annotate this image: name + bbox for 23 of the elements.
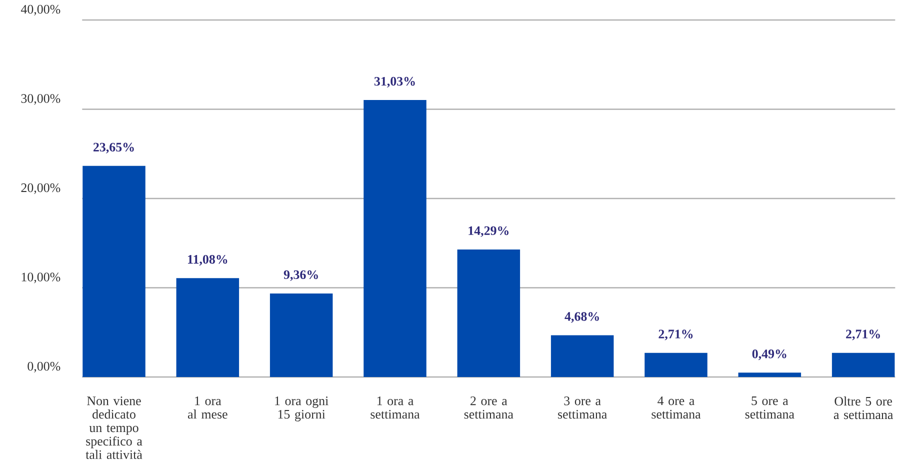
data-label: 23,65%: [94, 142, 134, 154]
x-tick-label: 2 ore a settimana: [464, 396, 514, 419]
x-tick-label: 4 ore a settimana: [652, 396, 701, 419]
y-tick-label: 40,00%: [20, 4, 60, 16]
x-tick-label: Non viene dedicato un tempo specifico a tali attività: [86, 396, 142, 460]
y-tick-label: 20,00%: [21, 183, 60, 194]
y-tick-label: 10,00%: [22, 272, 60, 284]
data-label: 2,71%: [658, 330, 693, 340]
y-tick-label: 30,00%: [21, 94, 60, 105]
data-label: 9,36%: [284, 270, 318, 281]
x-tick-label: Oltre 5 ore a settimana: [834, 396, 894, 420]
x-tick-label: 1 ora ogni 15 giorni: [275, 396, 328, 422]
data-label: 14,29%: [468, 226, 508, 237]
data-label: 0,49%: [752, 349, 786, 360]
data-label: 31,03%: [374, 76, 415, 88]
x-tick-label: 1 ora a settimana: [370, 396, 420, 419]
data-label: 11,08%: [188, 254, 228, 266]
y-tick-label: 0,00%: [28, 362, 60, 372]
x-tick-label: 3 ore a settimana: [558, 396, 607, 419]
data-label: 4,68%: [564, 312, 599, 323]
x-tick-label: 5 ore a settimana: [745, 396, 794, 419]
x-tick-label: 1 ora al mese: [188, 396, 228, 419]
data-label: 2,71%: [846, 330, 880, 340]
